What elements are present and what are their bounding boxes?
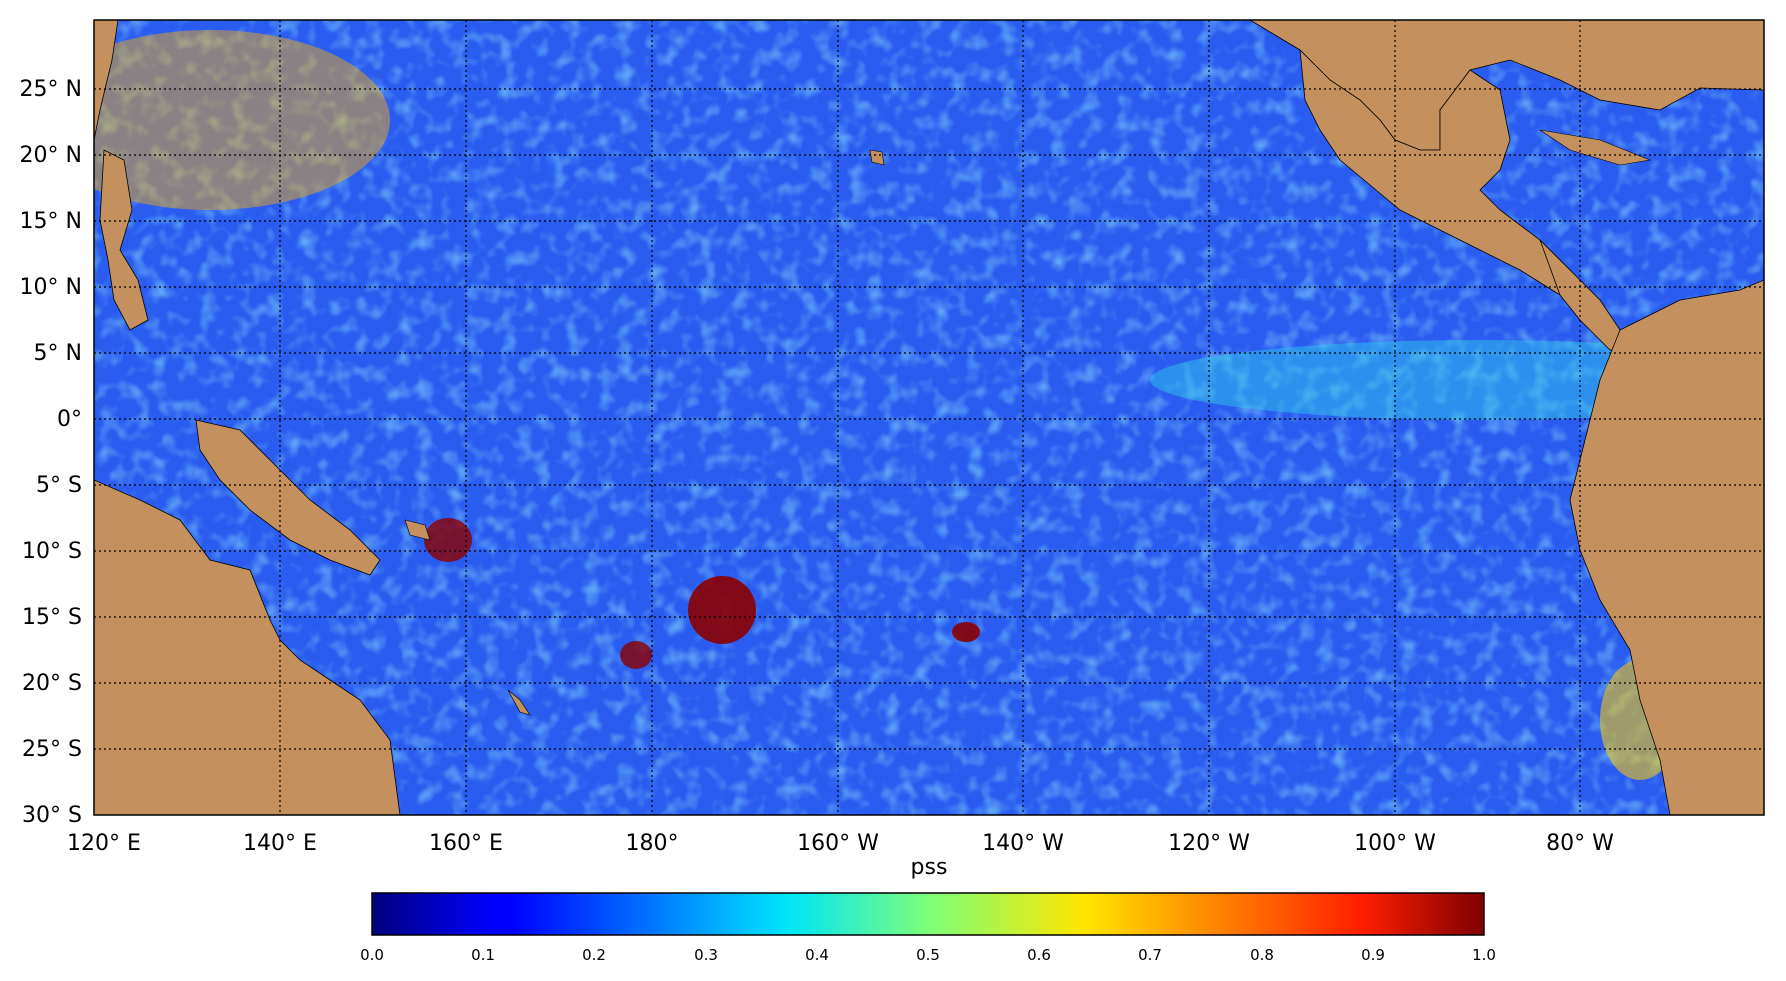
lon-label: 80° W: [1546, 831, 1614, 856]
graticule: [94, 20, 1764, 815]
lat-label: 20° S: [22, 671, 82, 696]
lon-label: 180°: [626, 831, 679, 856]
land-mexico: [1299, 48, 1571, 296]
land-new-caledonia: [507, 689, 531, 716]
colorbar-tick-label: 0.9: [1361, 946, 1385, 964]
west-pacific-north: [94, 30, 390, 210]
land-new-guinea: [195, 419, 381, 576]
lon-label: 120° E: [67, 831, 141, 856]
x-axis-label: pss: [911, 855, 948, 880]
lat-label: 20° N: [20, 143, 82, 168]
lat-label: 5° N: [34, 341, 82, 366]
colorbar-tick-label: 0.0: [360, 946, 384, 964]
land-solomons: [404, 519, 431, 541]
patch-tahiti: [952, 622, 980, 642]
land-asia: [94, 20, 119, 141]
colorbar: [371, 892, 1485, 936]
patch-tonga: [620, 641, 652, 669]
colorbar-tick-label: 0.1: [471, 946, 495, 964]
lon-label: 140° W: [982, 831, 1064, 856]
lon-label: 160° W: [797, 831, 879, 856]
lat-label: 15° S: [22, 605, 82, 630]
map-area: [94, 20, 1764, 815]
patch-fiji: [688, 576, 756, 644]
land-south-america: [1569, 279, 1764, 815]
land-cuba: [1539, 129, 1652, 166]
colorbar-tick-label: 0.4: [805, 946, 829, 964]
land-hawaii: [869, 149, 885, 166]
lon-labels: 120° E 140° E 160° E 180° 160° W 140° W …: [67, 831, 1614, 856]
colorbar-tick-label: 0.7: [1138, 946, 1162, 964]
lat-label: 10° N: [20, 275, 82, 300]
colorbar-tick-label: 0.2: [582, 946, 606, 964]
lat-labels: 25° N 20° N 15° N 10° N 5° N 0° 5° S 10°…: [20, 77, 82, 828]
colorbar-tick-label: 0.3: [694, 946, 718, 964]
lon-label: 120° W: [1168, 831, 1250, 856]
colorbar-ticks: 0.0 0.1 0.2 0.3 0.4 0.5 0.6 0.7 0.8 0.9 …: [360, 946, 1496, 964]
colorbar-tick-label: 0.8: [1250, 946, 1274, 964]
lat-label: 0°: [57, 407, 82, 432]
colorbar-tick-label: 1.0: [1472, 946, 1496, 964]
lat-label: 25° N: [20, 77, 82, 102]
land-philippines: [99, 149, 149, 331]
colorbar-tick-label: 0.5: [916, 946, 940, 964]
lat-label: 25° S: [22, 737, 82, 762]
lat-label: 10° S: [22, 539, 82, 564]
colorbar-tick-label: 0.6: [1027, 946, 1051, 964]
map-frame: [93, 19, 1765, 816]
lat-label: 5° S: [36, 473, 82, 498]
lon-label: 100° W: [1354, 831, 1436, 856]
lat-label: 15° N: [20, 209, 82, 234]
lat-label: 30° S: [22, 803, 82, 828]
lon-label: 160° E: [429, 831, 503, 856]
land-australia: [94, 479, 401, 815]
patch-vanuatu: [424, 518, 472, 562]
lon-label: 140° E: [243, 831, 317, 856]
